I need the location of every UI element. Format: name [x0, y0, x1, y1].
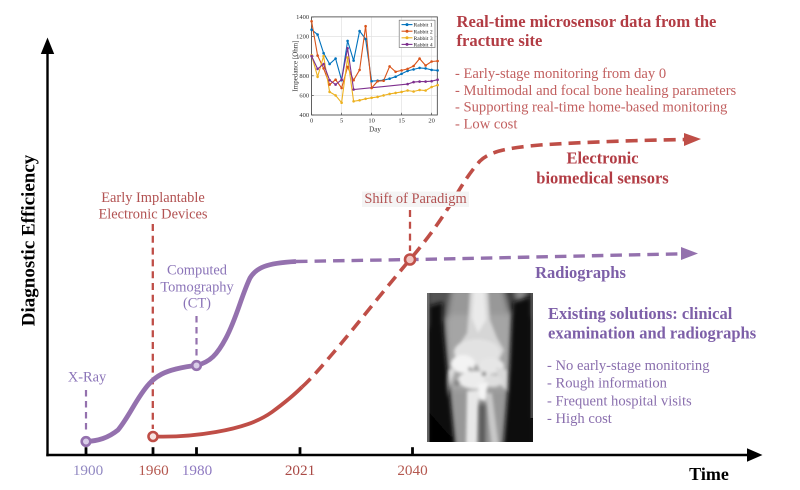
- svg-text:1900: 1900: [73, 462, 104, 479]
- svg-text:600: 600: [299, 93, 309, 100]
- svg-text:- No early-stage monitoring: - No early-stage monitoring: [547, 358, 710, 374]
- svg-text:1000: 1000: [296, 53, 309, 60]
- svg-text:5: 5: [340, 118, 343, 125]
- svg-text:Electronic: Electronic: [566, 148, 638, 167]
- svg-text:Early Implantable: Early Implantable: [101, 190, 205, 206]
- svg-text:Electronic Devices: Electronic Devices: [98, 207, 207, 223]
- svg-text:X-Ray: X-Ray: [68, 370, 107, 386]
- svg-text:0: 0: [310, 118, 313, 125]
- svg-text:1960: 1960: [138, 462, 169, 479]
- svg-text:Rabbit 4: Rabbit 4: [414, 43, 433, 49]
- svg-text:20: 20: [428, 118, 435, 125]
- svg-text:Rabbit 1: Rabbit 1: [414, 23, 433, 29]
- svg-text:Rabbit 3: Rabbit 3: [414, 36, 433, 42]
- svg-text:- Frequent hospital visits: - Frequent hospital visits: [547, 393, 692, 409]
- svg-text:Existing solutions: clinical: Existing solutions: clinical: [548, 304, 733, 323]
- svg-text:Real-time microsensor data fro: Real-time microsensor data from the: [457, 12, 717, 31]
- svg-text:1400: 1400: [296, 14, 309, 21]
- svg-text:Radiographs: Radiographs: [535, 263, 626, 282]
- svg-text:Impedance [Ohm]: Impedance [Ohm]: [292, 40, 300, 91]
- svg-text:fracture site: fracture site: [457, 31, 543, 50]
- svg-text:Computed: Computed: [167, 263, 228, 279]
- svg-text:- Low cost: - Low cost: [455, 116, 517, 132]
- svg-text:2040: 2040: [397, 462, 428, 479]
- svg-text:biomedical sensors: biomedical sensors: [536, 168, 669, 187]
- svg-text:- Early-stage monitoring from: - Early-stage monitoring from day 0: [455, 66, 666, 82]
- svg-text:- Rough information: - Rough information: [547, 376, 668, 392]
- svg-text:400: 400: [299, 112, 309, 119]
- svg-text:2021: 2021: [285, 462, 315, 479]
- svg-text:- Supporting real-time home-ba: - Supporting real-time home-based monito…: [455, 100, 728, 116]
- svg-text:(CT): (CT): [183, 296, 211, 312]
- svg-text:Time: Time: [689, 464, 729, 484]
- svg-text:- Multimodal and focal bone he: - Multimodal and focal bone healing para…: [455, 83, 737, 99]
- svg-text:Diagnostic Efficiency: Diagnostic Efficiency: [19, 154, 40, 326]
- svg-text:15: 15: [398, 118, 405, 125]
- svg-text:1980: 1980: [182, 462, 213, 479]
- svg-text:Rabbit 2: Rabbit 2: [414, 29, 433, 35]
- svg-text:10: 10: [368, 118, 375, 125]
- svg-text:examination and radiographs: examination and radiographs: [548, 324, 757, 343]
- svg-text:- High cost: - High cost: [547, 411, 612, 427]
- svg-text:Tomography: Tomography: [160, 280, 234, 296]
- svg-text:1200: 1200: [296, 34, 309, 41]
- svg-text:800: 800: [299, 73, 309, 80]
- svg-text:Day: Day: [369, 126, 381, 134]
- svg-text:Shift of Paradigm: Shift of Paradigm: [364, 191, 466, 207]
